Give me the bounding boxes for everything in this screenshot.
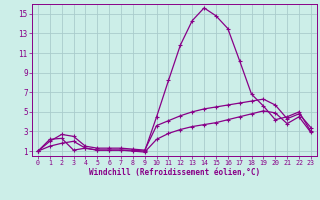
X-axis label: Windchill (Refroidissement éolien,°C): Windchill (Refroidissement éolien,°C): [89, 168, 260, 177]
